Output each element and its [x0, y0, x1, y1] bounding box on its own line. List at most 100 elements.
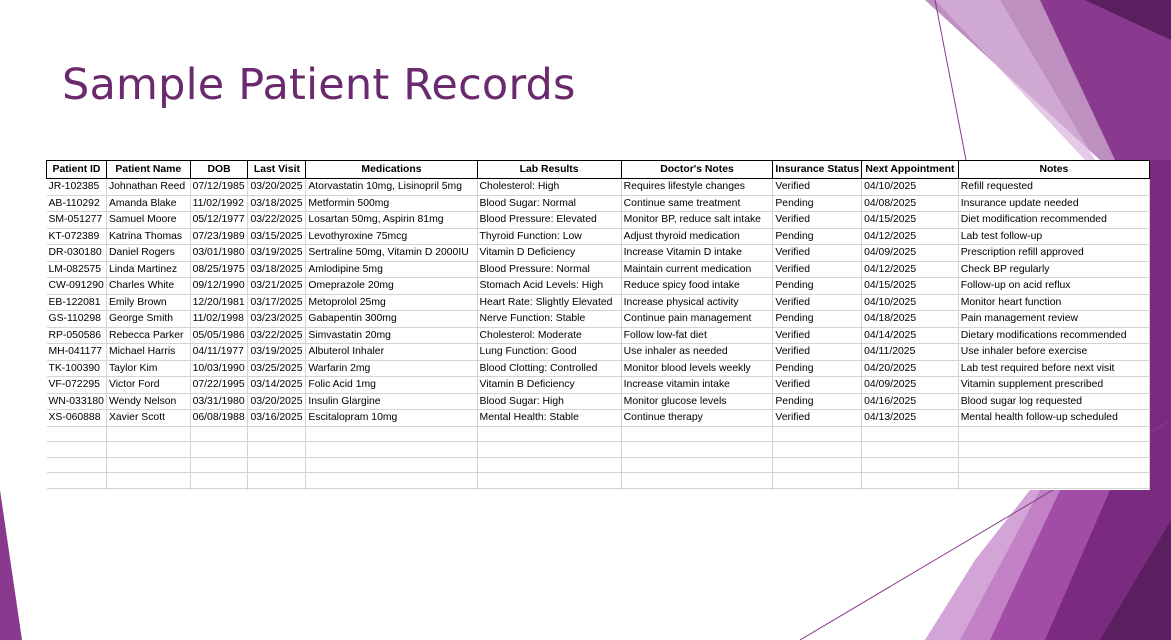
cell-lab-results[interactable]: Blood Clotting: Controlled — [477, 360, 622, 377]
cell-patient-name[interactable]: Charles White — [106, 277, 191, 295]
cell-patient-id[interactable]: LM-082575 — [46, 261, 107, 278]
empty-cell[interactable] — [106, 426, 191, 442]
cell-insurance-status[interactable]: Verified — [772, 294, 863, 311]
cell-dob[interactable]: 10/03/1990 — [190, 360, 249, 377]
cell-patient-id[interactable]: XS-060888 — [46, 409, 107, 427]
empty-cell[interactable] — [958, 472, 1150, 489]
empty-cell[interactable] — [861, 488, 959, 490]
cell-next-appointment[interactable]: 04/12/2025 — [861, 228, 959, 245]
column-header-patient-id[interactable]: Patient ID — [46, 160, 107, 179]
cell-patient-id[interactable]: AB-110292 — [46, 195, 107, 212]
empty-cell[interactable] — [247, 426, 307, 442]
empty-cell[interactable] — [861, 426, 959, 442]
cell-doctors-notes[interactable]: Use inhaler as needed — [621, 343, 774, 361]
empty-cell[interactable] — [46, 426, 107, 442]
cell-next-appointment[interactable]: 04/20/2025 — [861, 360, 959, 377]
empty-cell[interactable] — [190, 441, 249, 458]
empty-cell[interactable] — [305, 426, 478, 442]
empty-cell[interactable] — [247, 441, 307, 458]
cell-patient-name[interactable]: Victor Ford — [106, 376, 191, 394]
empty-cell[interactable] — [477, 472, 622, 489]
empty-cell[interactable] — [190, 426, 249, 442]
cell-next-appointment[interactable]: 04/15/2025 — [861, 277, 959, 295]
cell-insurance-status[interactable]: Verified — [772, 343, 863, 361]
empty-cell[interactable] — [190, 472, 249, 489]
cell-lab-results[interactable]: Nerve Function: Stable — [477, 310, 622, 328]
cell-lab-results[interactable]: Blood Pressure: Normal — [477, 261, 622, 278]
cell-last-visit[interactable]: 03/25/2025 — [247, 360, 307, 377]
cell-next-appointment[interactable]: 04/15/2025 — [861, 211, 959, 229]
cell-patient-id[interactable]: JR-102385 — [46, 178, 107, 196]
cell-next-appointment[interactable]: 04/13/2025 — [861, 409, 959, 427]
cell-dob[interactable]: 07/22/1995 — [190, 376, 249, 394]
cell-next-appointment[interactable]: 04/16/2025 — [861, 393, 959, 410]
column-header-notes[interactable]: Notes — [957, 160, 1150, 179]
cell-last-visit[interactable]: 03/15/2025 — [247, 228, 307, 245]
cell-next-appointment[interactable]: 04/09/2025 — [861, 244, 959, 262]
empty-cell[interactable] — [772, 457, 863, 473]
cell-notes[interactable]: Diet modification recommended — [958, 211, 1150, 229]
cell-patient-name[interactable]: Xavier Scott — [106, 409, 191, 427]
empty-cell[interactable] — [46, 457, 107, 473]
empty-cell[interactable] — [247, 488, 307, 490]
cell-last-visit[interactable]: 03/18/2025 — [247, 261, 307, 278]
empty-cell[interactable] — [190, 488, 249, 490]
cell-patient-name[interactable]: George Smith — [106, 310, 191, 328]
cell-patient-name[interactable]: Daniel Rogers — [106, 244, 191, 262]
cell-last-visit[interactable]: 03/19/2025 — [247, 244, 307, 262]
cell-last-visit[interactable]: 03/18/2025 — [247, 195, 307, 212]
empty-cell[interactable] — [477, 426, 622, 442]
cell-medications[interactable]: Albuterol Inhaler — [305, 343, 478, 361]
cell-last-visit[interactable]: 03/16/2025 — [247, 409, 307, 427]
cell-notes[interactable]: Prescription refill approved — [958, 244, 1150, 262]
cell-dob[interactable]: 03/01/1980 — [190, 244, 249, 262]
cell-medications[interactable]: Gabapentin 300mg — [305, 310, 478, 328]
cell-medications[interactable]: Metformin 500mg — [305, 195, 478, 212]
cell-patient-name[interactable]: Linda Martinez — [106, 261, 191, 278]
cell-notes[interactable]: Monitor heart function — [958, 294, 1150, 311]
cell-doctors-notes[interactable]: Requires lifestyle changes — [621, 178, 774, 196]
cell-patient-name[interactable]: Taylor Kim — [106, 360, 191, 377]
cell-patient-id[interactable]: VF-072295 — [46, 376, 107, 394]
cell-medications[interactable]: Sertraline 50mg, Vitamin D 2000IU — [305, 244, 478, 262]
cell-dob[interactable]: 06/08/1988 — [190, 409, 249, 427]
empty-cell[interactable] — [861, 457, 959, 473]
empty-cell[interactable] — [621, 426, 774, 442]
cell-lab-results[interactable]: Vitamin D Deficiency — [477, 244, 622, 262]
cell-lab-results[interactable]: Stomach Acid Levels: High — [477, 277, 622, 295]
empty-cell[interactable] — [772, 441, 863, 458]
cell-last-visit[interactable]: 03/22/2025 — [247, 211, 307, 229]
cell-doctors-notes[interactable]: Increase physical activity — [621, 294, 774, 311]
cell-next-appointment[interactable]: 04/14/2025 — [861, 327, 959, 344]
empty-cell[interactable] — [772, 426, 863, 442]
cell-insurance-status[interactable]: Verified — [772, 409, 863, 427]
cell-lab-results[interactable]: Lung Function: Good — [477, 343, 622, 361]
cell-insurance-status[interactable]: Verified — [772, 327, 863, 344]
cell-patient-name[interactable]: Katrina Thomas — [106, 228, 191, 245]
empty-cell[interactable] — [106, 472, 191, 489]
cell-insurance-status[interactable]: Pending — [772, 393, 863, 410]
cell-dob[interactable]: 08/25/1975 — [190, 261, 249, 278]
cell-dob[interactable]: 09/12/1990 — [190, 277, 249, 295]
cell-lab-results[interactable]: Thyroid Function: Low — [477, 228, 622, 245]
column-header-medications[interactable]: Medications — [305, 160, 478, 179]
cell-notes[interactable]: Follow-up on acid reflux — [958, 277, 1150, 295]
cell-dob[interactable]: 11/02/1992 — [190, 195, 249, 212]
cell-notes[interactable]: Refill requested — [958, 178, 1150, 196]
cell-dob[interactable]: 03/31/1980 — [190, 393, 249, 410]
empty-cell[interactable] — [772, 472, 863, 489]
cell-lab-results[interactable]: Blood Sugar: Normal — [477, 195, 622, 212]
cell-notes[interactable]: Insurance update needed — [958, 195, 1150, 212]
cell-dob[interactable]: 11/02/1998 — [190, 310, 249, 328]
empty-cell[interactable] — [46, 472, 107, 489]
cell-lab-results[interactable]: Cholesterol: Moderate — [477, 327, 622, 344]
column-header-insurance-status[interactable]: Insurance Status — [772, 160, 863, 179]
cell-medications[interactable]: Insulin Glargine — [305, 393, 478, 410]
cell-medications[interactable]: Levothyroxine 75mcg — [305, 228, 478, 245]
cell-insurance-status[interactable]: Verified — [772, 376, 863, 394]
cell-patient-id[interactable]: KT-072389 — [46, 228, 107, 245]
cell-lab-results[interactable]: Blood Pressure: Elevated — [477, 211, 622, 229]
empty-cell[interactable] — [861, 472, 959, 489]
empty-cell[interactable] — [772, 488, 863, 490]
cell-next-appointment[interactable]: 04/10/2025 — [861, 178, 959, 196]
